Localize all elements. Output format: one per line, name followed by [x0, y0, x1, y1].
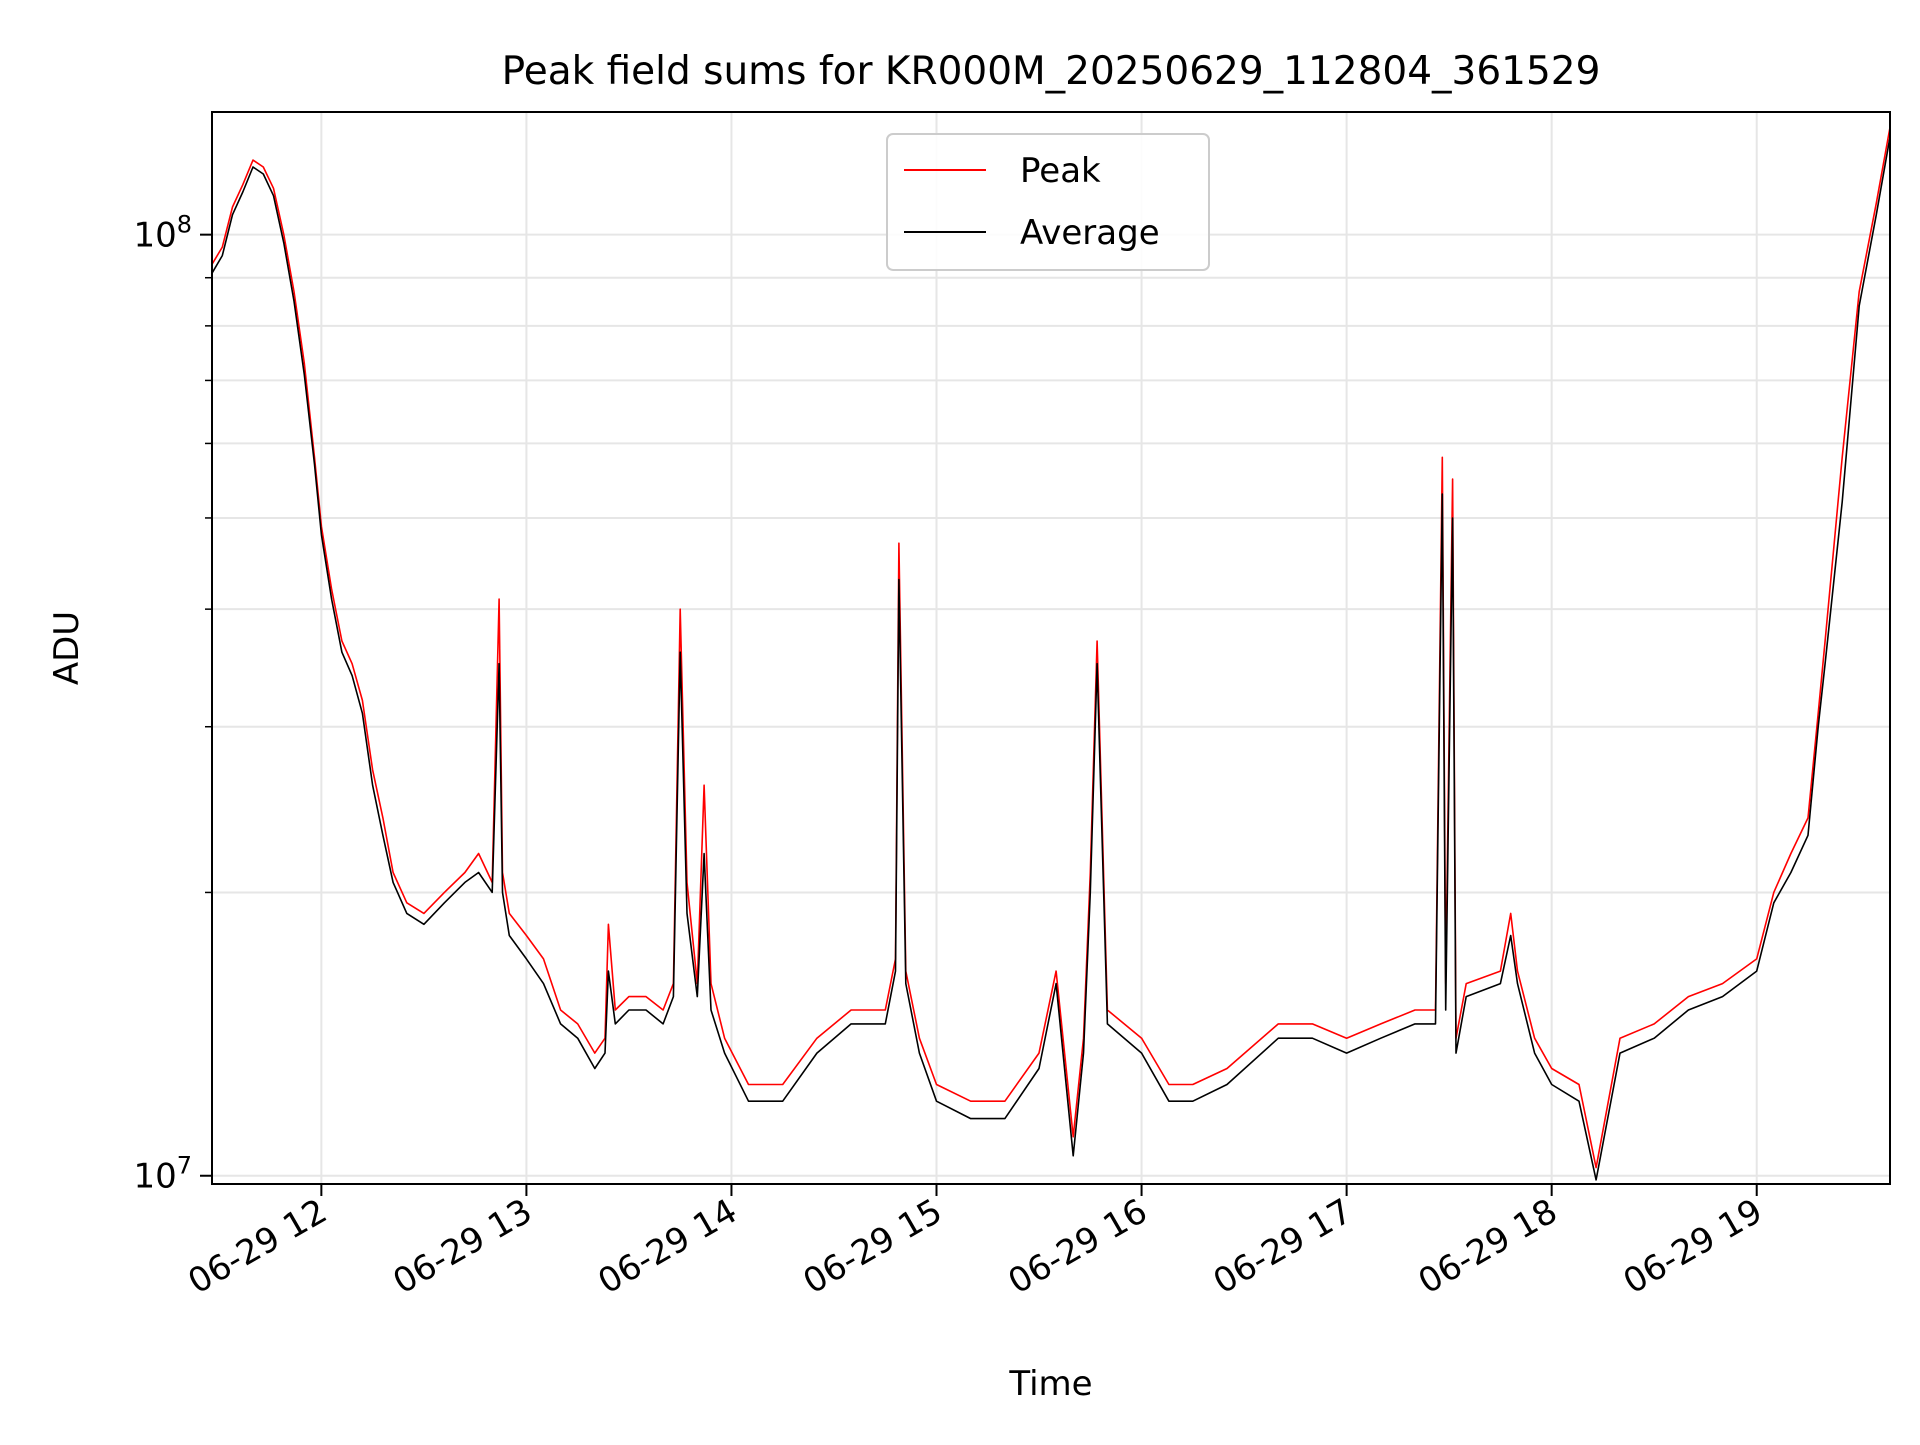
grid-layer — [212, 112, 1890, 1184]
tick-layer: 06-29 12 06-29 13 06-29 14 06-29 15 06-29 16… — [133, 211, 1769, 1303]
series-layer — [211, 127, 1891, 1181]
legend-label-average: Average — [1020, 213, 1160, 253]
x-tick-label: 06-29 16 — [1002, 1191, 1154, 1302]
y-tick-label: 108 — [133, 211, 192, 256]
x-tick-label: 06-29 12 — [181, 1191, 333, 1302]
legend-label-peak: Peak — [1020, 151, 1101, 191]
series-line-average — [211, 136, 1891, 1181]
legend: Peak Average — [886, 133, 1210, 271]
x-tick-label: 06-29 17 — [1207, 1191, 1359, 1302]
x-tick-label: 06-29 13 — [387, 1191, 539, 1302]
x-axis-label: Time — [1008, 1364, 1092, 1404]
legend-box — [886, 133, 1210, 271]
x-tick-label: 06-29 15 — [797, 1191, 949, 1302]
y-tick-label: 107 — [133, 1152, 192, 1197]
x-tick-label: 06-29 19 — [1617, 1191, 1769, 1302]
y-axis-label: ADU — [47, 611, 87, 685]
plot-frame — [211, 111, 1891, 1185]
chart-title: Peak field sums for KR000M_20250629_1128… — [502, 49, 1601, 94]
x-tick-label: 06-29 18 — [1412, 1191, 1564, 1302]
x-tick-label: 06-29 14 — [592, 1191, 744, 1302]
series-line-peak — [211, 127, 1891, 1169]
